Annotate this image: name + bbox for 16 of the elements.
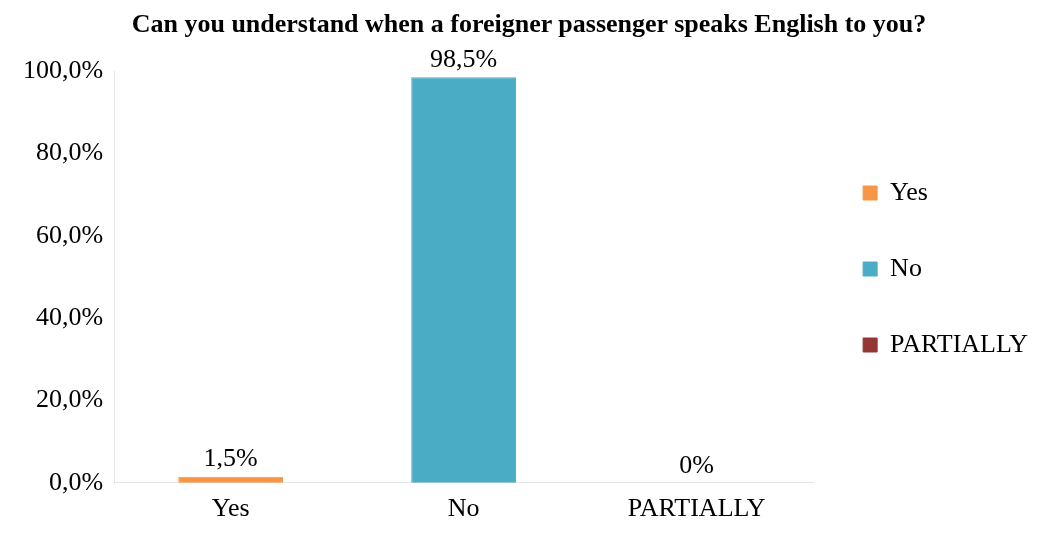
legend-label: No — [890, 252, 922, 282]
data-label: 1,5% — [203, 443, 258, 473]
data-label: 98,5% — [430, 44, 498, 74]
y-tick-label: 40,0% — [35, 301, 104, 331]
legend-label: PARTIALLY — [890, 328, 1029, 358]
chart-title: Can you understand when a foreigner passenger speaks English to you? — [131, 9, 927, 39]
y-tick-label: 0,0% — [48, 466, 104, 496]
y-tick-label: 80,0% — [35, 137, 104, 167]
x-tick-label: No — [447, 493, 480, 523]
y-tick-label: 100,0% — [22, 55, 104, 85]
y-tick-label: 20,0% — [35, 384, 104, 414]
legend-label: Yes — [890, 176, 928, 206]
x-tick-label: PARTIALLY — [627, 493, 766, 523]
y-tick-label: 60,0% — [35, 219, 104, 249]
data-label: 0% — [679, 449, 714, 479]
x-tick-label: Yes — [211, 493, 250, 523]
